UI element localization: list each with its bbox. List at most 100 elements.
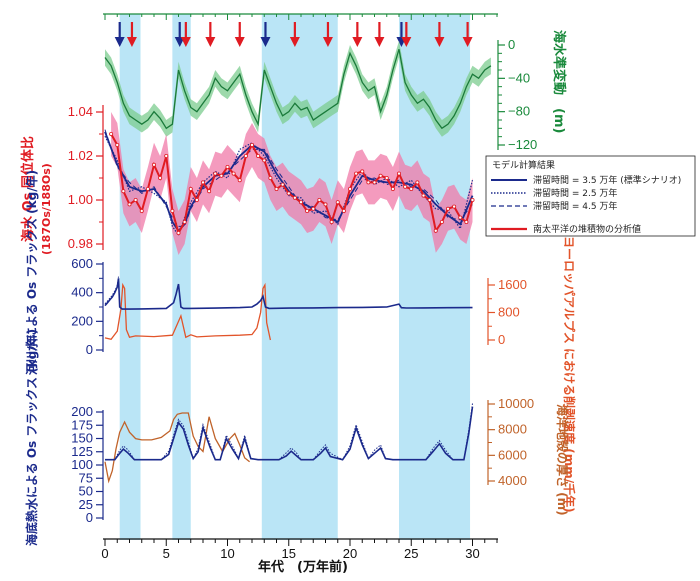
sea-level-tick-label-1: −40 xyxy=(508,70,530,85)
os-ratio-tick-label-2: 1.02 xyxy=(68,148,93,163)
alps-tick-label-1: 800 xyxy=(498,305,520,320)
river-flux-axis-label: 河川水による Os フラックス (kg/年) xyxy=(24,170,39,376)
red-arrow-head-9 xyxy=(434,37,445,47)
os-observed-point xyxy=(305,208,310,213)
os-observed-point xyxy=(121,189,126,194)
crust-thickness-axis-label: 海洋地殻の厚さ (m) xyxy=(555,404,570,516)
os-ratio-axis: 0.98 1.00 1.02 1.04 xyxy=(68,104,104,251)
hydro-tick-label-3: 75 xyxy=(79,470,93,485)
red-arrow-head-7 xyxy=(374,37,385,47)
x-axis-label: 年代 (万年前) xyxy=(258,559,348,575)
os-observed-point xyxy=(115,142,120,147)
os-observed-point xyxy=(347,186,352,191)
shaded-intervals xyxy=(119,14,471,540)
os-observed-point xyxy=(145,186,150,191)
hydro-tick-label-2: 50 xyxy=(79,484,93,499)
alps-erosion-line xyxy=(104,282,272,341)
os-observed-point xyxy=(354,171,359,176)
os-observed-point xyxy=(207,189,212,194)
os-ratio-tick-label-0: 0.98 xyxy=(68,236,93,251)
os-observed-point xyxy=(433,228,438,233)
os-ratio-tick-label-1: 1.00 xyxy=(68,192,93,207)
panel-os-ratio: 0.98 1.00 1.02 1.04 海水 Os 同位体比 (187Os/188Os… xyxy=(20,104,475,255)
os-observed-point xyxy=(464,219,469,224)
os-observed-point xyxy=(170,208,175,213)
x-tick-label-5: 25 xyxy=(404,546,418,561)
red-arrow-head-0 xyxy=(126,37,137,47)
crust-thickness-line xyxy=(104,412,251,484)
os-observed-point xyxy=(439,219,444,224)
red-arrow-head-3 xyxy=(234,37,245,47)
river-flux-lines xyxy=(104,276,473,341)
os-observed-point xyxy=(139,208,144,213)
os-ratio-tick-label-3: 1.04 xyxy=(68,104,93,119)
blue-arrow-head-0 xyxy=(114,37,125,47)
red-arrow-head-6 xyxy=(352,37,363,47)
blue-arrow-head-2 xyxy=(260,37,271,47)
river-flux-axis: 0 200 400 600 0 800 1600 xyxy=(71,256,527,357)
os-observed-point xyxy=(262,158,267,163)
shade-interval-1 xyxy=(172,14,191,540)
legend-entry-3.5: 滞留時間 = 3.5 万年 (標準シナリオ) xyxy=(533,174,681,186)
os-observed-point xyxy=(329,219,334,224)
hydro-tick-label-7: 175 xyxy=(71,417,93,432)
red-arrow-head-10 xyxy=(462,37,473,47)
os-observed-point xyxy=(378,173,383,178)
river-flux-line xyxy=(104,278,473,310)
red-arrow-head-4 xyxy=(289,37,300,47)
os-observed-point xyxy=(268,175,273,180)
os-observed-point xyxy=(445,206,450,211)
crust-tick-label-0: 4000 xyxy=(498,473,527,488)
os-observed-point xyxy=(237,178,242,183)
os-ratio-axis-sublabel: (187Os/188Os) xyxy=(40,163,53,255)
alps-erosion-axis-label: ヨーロッパアルプス における削剥速度 (mm/千年) xyxy=(562,236,577,513)
sea-level-tick-label-3: −120 xyxy=(508,137,537,152)
sea-level-tick-label-0: 0 xyxy=(508,37,515,52)
os-observed-point xyxy=(213,171,218,176)
panel-hydrothermal-flux: 025507510012515017520040006000800010000 … xyxy=(24,329,570,546)
legend: モデル計算結果 滞留時間 = 3.5 万年 (標準シナリオ) 滞留時間 = 2.… xyxy=(485,155,696,237)
sea-level-tick-label-2: −80 xyxy=(508,104,530,119)
river-tick-label-2: 400 xyxy=(71,285,93,300)
os-observed-point xyxy=(452,204,457,209)
os-observed-point xyxy=(164,153,169,158)
red-arrow-head-5 xyxy=(322,37,333,47)
alps-tick-label-0: 0 xyxy=(498,332,505,347)
river-tick-label-1: 200 xyxy=(71,313,93,328)
os-observed-point xyxy=(176,230,181,235)
x-axis: 0 5 10 15 20 25 30 xyxy=(101,538,498,561)
os-observed-point xyxy=(323,202,328,207)
os-observed-point xyxy=(396,171,401,176)
os-observed-point xyxy=(409,186,414,191)
legend-entry-data: 南太平洋の堆積物の分析値 xyxy=(533,223,641,235)
os-observed-point xyxy=(292,195,297,200)
os-observed-point xyxy=(109,131,114,136)
os-observed-point xyxy=(256,153,261,158)
x-tick-label-2: 10 xyxy=(220,546,234,561)
os-observed-point xyxy=(194,197,199,202)
x-tick-label-6: 30 xyxy=(465,546,479,561)
sea-level-axis: 0 −40 −80 −120 xyxy=(103,13,537,152)
red-arrow-head-2 xyxy=(205,37,216,47)
alps-tick-label-2: 1600 xyxy=(498,277,527,292)
legend-frame xyxy=(485,155,696,237)
hydrothermal-flux-alt-line xyxy=(105,403,473,461)
legend-title: モデル計算結果 xyxy=(492,159,555,171)
hydro-tick-label-8: 200 xyxy=(71,404,93,419)
x-tick-label-4: 20 xyxy=(343,546,357,561)
os-observed-point xyxy=(421,193,426,198)
os-observed-point xyxy=(298,200,303,205)
hydro-tick-label-0: 0 xyxy=(86,510,93,525)
hydrothermal-flux-lines xyxy=(104,403,474,484)
os-model-line-2 xyxy=(104,129,473,227)
os-observed-point xyxy=(384,175,389,180)
x-tick-label-1: 5 xyxy=(163,546,170,561)
hydrothermal-flux-axis-label: 海底熱水による Os フラックス (kg/年) xyxy=(24,329,39,546)
red-arrow-head-1 xyxy=(180,37,191,47)
legend-entry-4.5: 滞留時間 = 4.5 万年 xyxy=(533,200,617,212)
red-arrow-head-8 xyxy=(401,37,412,47)
os-observed-point xyxy=(249,142,254,147)
os-model-line-1 xyxy=(104,135,474,237)
